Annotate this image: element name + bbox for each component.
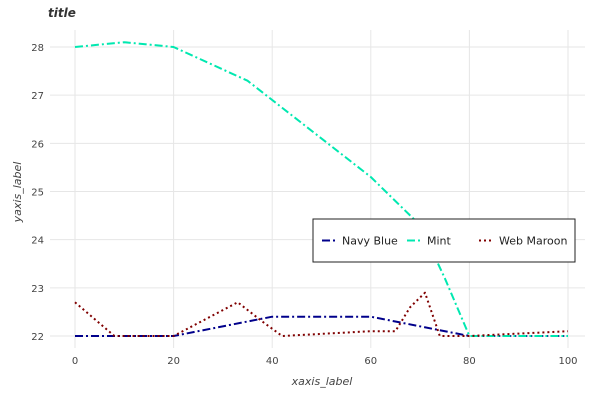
legend-label-navy-blue: Navy Blue xyxy=(342,235,398,248)
y-tick-label: 22 xyxy=(31,332,44,343)
series-line-web-maroon xyxy=(74,291,569,337)
x-tick-label: 0 xyxy=(72,356,78,367)
grid xyxy=(50,30,585,348)
y-tick-label: 23 xyxy=(31,284,44,295)
y-axis-label: yaxis_label xyxy=(11,162,24,224)
x-tick-label: 40 xyxy=(266,356,279,367)
x-tick-label: 20 xyxy=(167,356,180,367)
x-axis-label: xaxis_label xyxy=(291,375,353,388)
plot-area xyxy=(50,30,585,348)
legend-box xyxy=(312,218,576,263)
legend: Navy Blue Mint Web Maroon xyxy=(312,218,576,263)
x-tick-label: 80 xyxy=(463,356,476,367)
y-tick-label: 26 xyxy=(31,139,44,150)
y-tick-label: 25 xyxy=(31,188,44,199)
series-line-mint xyxy=(74,41,568,337)
y-tick-label: 28 xyxy=(31,43,44,54)
y-tick-label: 24 xyxy=(31,236,44,247)
x-tick-label: 100 xyxy=(558,356,577,367)
series-layer xyxy=(74,41,569,337)
legend-label-mint: Mint xyxy=(427,235,452,248)
y-tick-label: 27 xyxy=(31,91,44,102)
tick-labels: 0 20 40 60 80 100 22 23 24 25 26 27 28 xyxy=(31,43,577,367)
chart-title: title xyxy=(48,6,76,20)
legend-label-web-maroon: Web Maroon xyxy=(499,235,567,248)
x-tick-label: 60 xyxy=(364,356,377,367)
